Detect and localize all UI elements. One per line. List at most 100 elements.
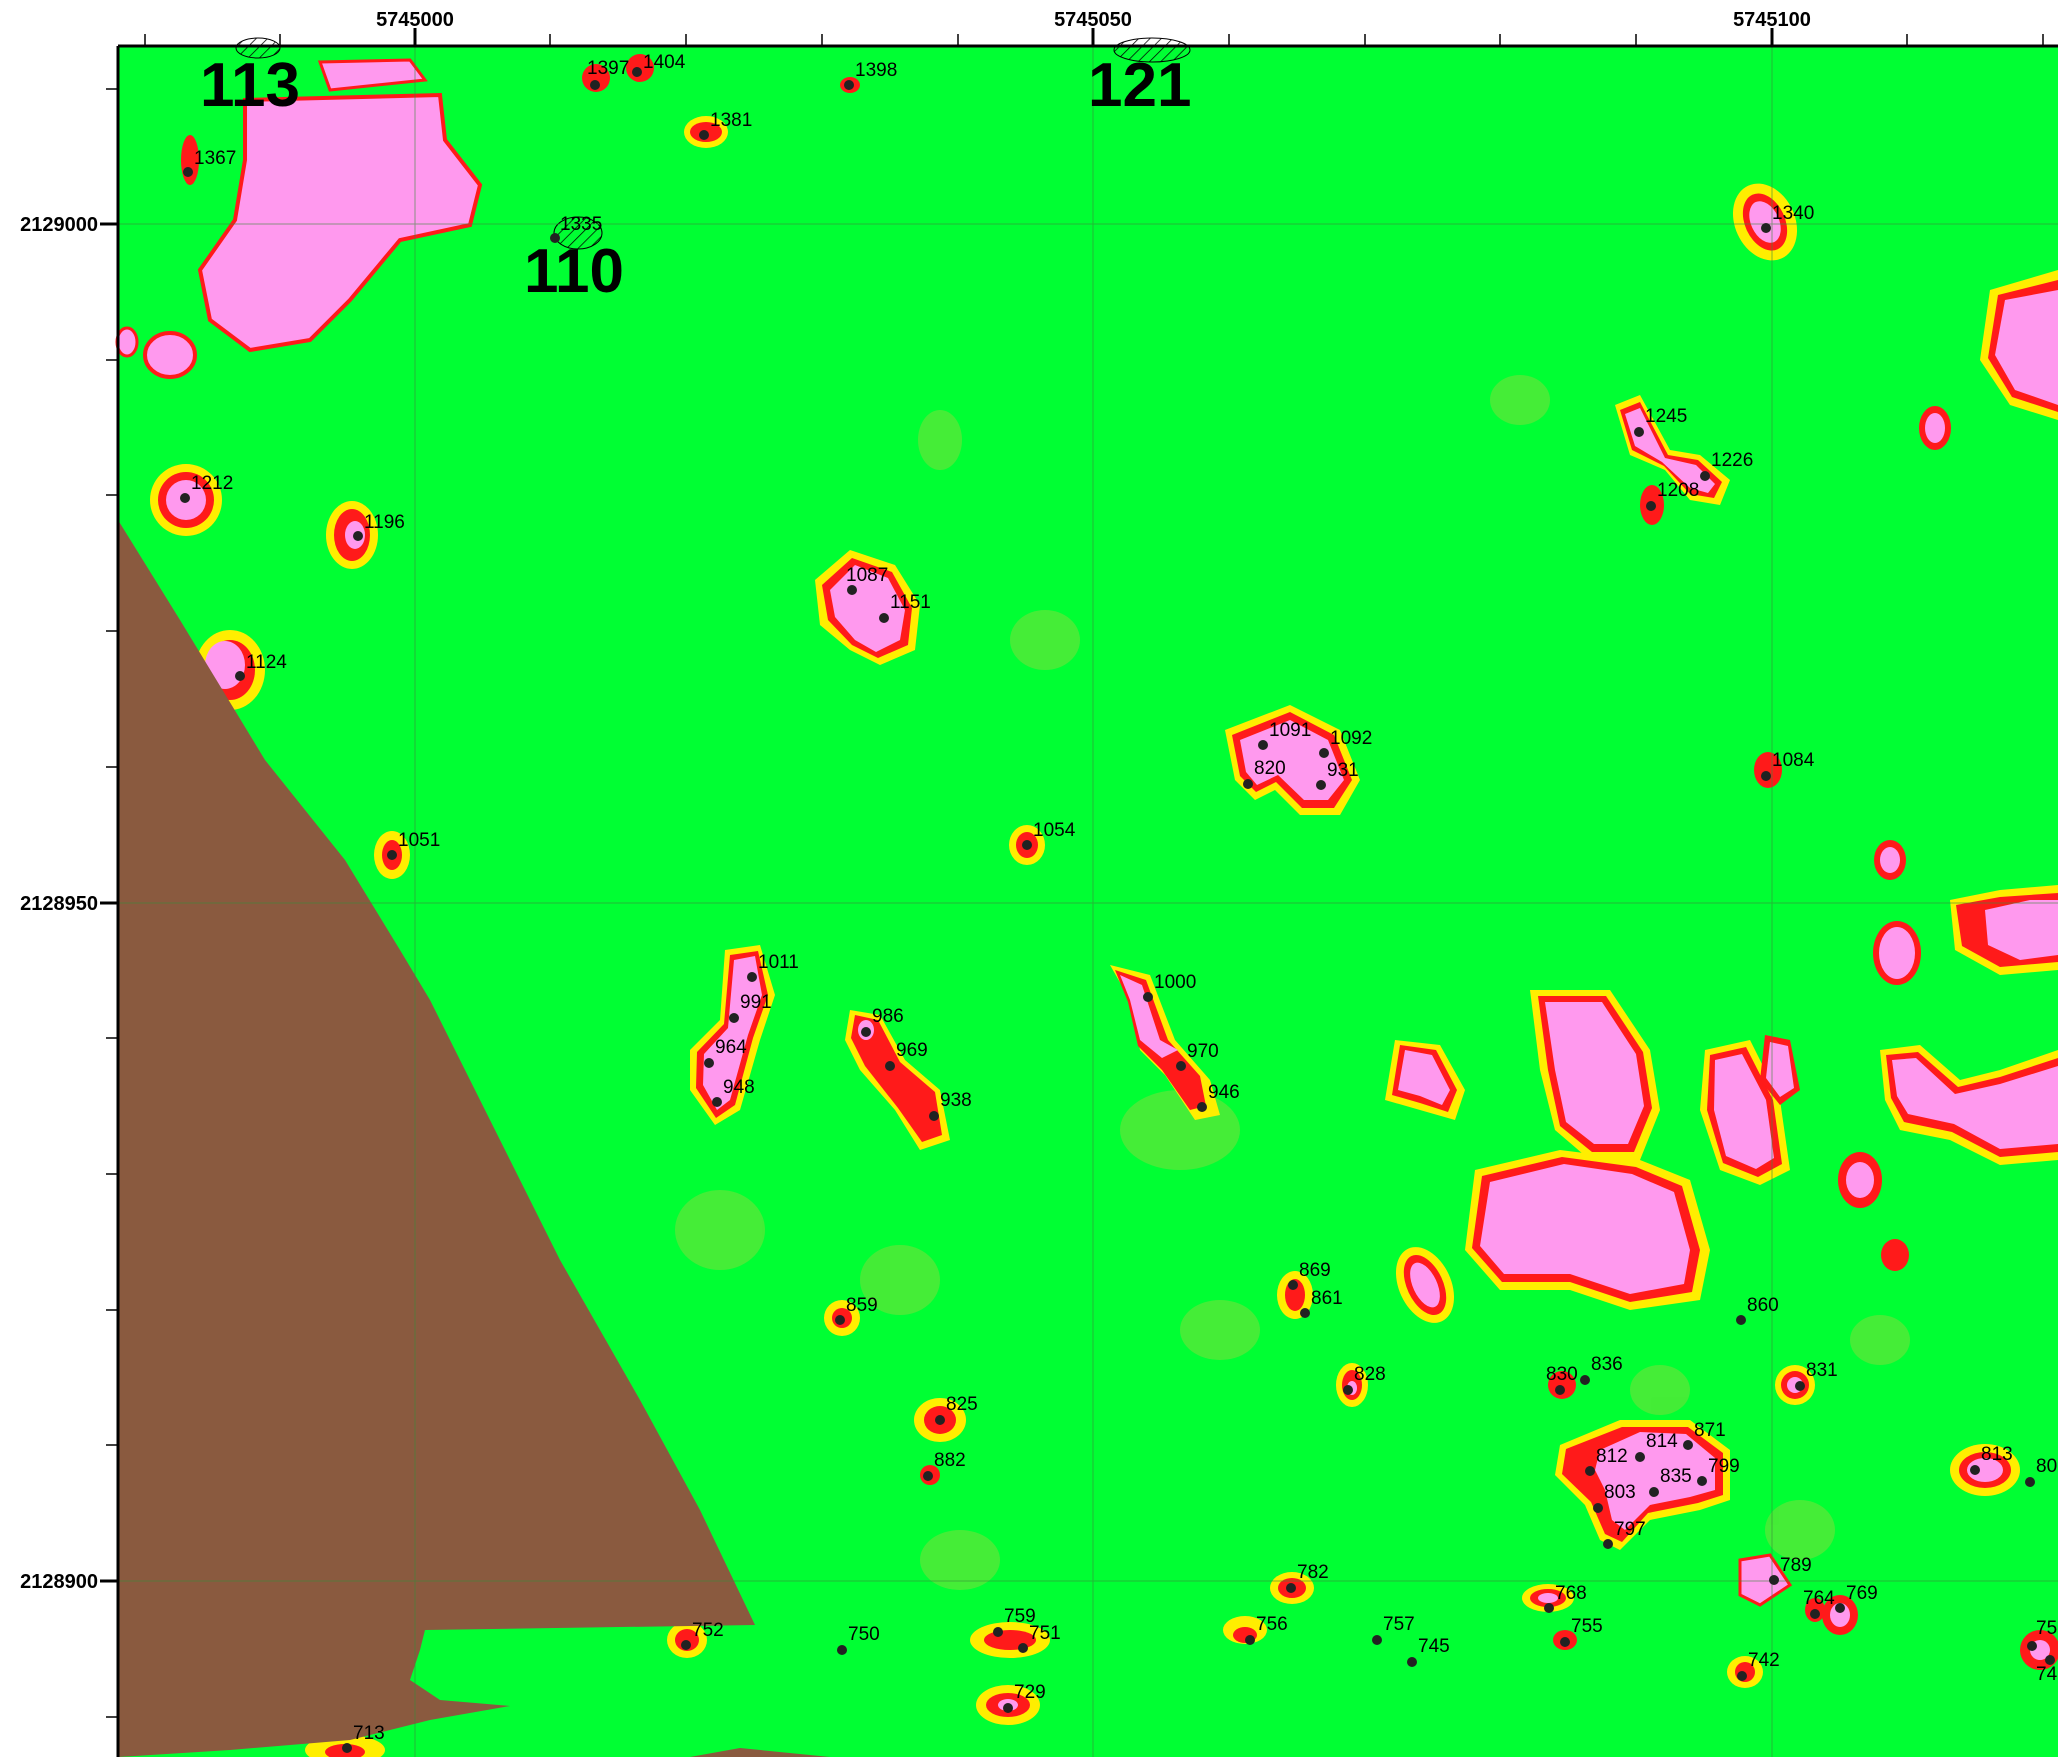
sample-point-label-1404: 1404 [643,52,686,73]
sample-point-label-986: 986 [872,1006,904,1027]
sample-point-713 [342,1743,352,1753]
sample-point-label-742: 742 [1748,1650,1780,1671]
sample-point-label-812: 812 [1596,1446,1628,1467]
y-tick-label: 2128950 [20,893,98,915]
sample-point-label-1087: 1087 [846,565,888,586]
sample-point-1367 [183,167,193,177]
sample-point-label-825: 825 [946,1394,978,1415]
sample-point-label-882: 882 [934,1450,966,1471]
sample-point-label-991: 991 [740,992,772,1013]
sample-point-label-836: 836 [1591,1354,1623,1375]
sample-point-label-1208: 1208 [1657,480,1699,501]
sample-point-1091 [1258,740,1268,750]
sample-point-label-74x: 74 [2036,1664,2058,1685]
y-tick-label: 2128900 [20,1571,98,1593]
sample-point-931 [1316,780,1326,790]
sample-point-label-1367: 1367 [194,148,236,169]
x-tick-label: 5745000 [376,9,454,31]
sample-point-750 [837,1645,847,1655]
sample-point-1092 [1319,748,1329,758]
sample-point-label-807: 80 [2036,1456,2057,1477]
sample-point-label-1245: 1245 [1645,406,1687,427]
sample-point-label-1000: 1000 [1154,972,1196,993]
sample-point-836 [1580,1375,1590,1385]
sample-point-label-869: 869 [1299,1260,1331,1281]
sample-point-861 [1300,1308,1310,1318]
sample-point-991 [729,1013,739,1023]
sample-point-label-871: 871 [1694,1420,1726,1441]
sample-point-label-1212: 1212 [191,473,233,494]
sample-point-1000 [1143,992,1153,1002]
sample-point-882 [923,1471,933,1481]
sample-point-1398 [844,80,854,90]
sample-point-label-1398: 1398 [855,60,897,81]
sample-point-label-946: 946 [1208,1082,1240,1103]
sample-point-1054 [1022,840,1032,850]
sample-point-label-797: 797 [1614,1519,1646,1540]
sample-point-830 [1555,1385,1565,1395]
sample-point-969 [885,1061,895,1071]
sample-point-1404 [632,67,642,77]
sample-point-835 [1649,1487,1659,1497]
sample-point-label-1151: 1151 [890,592,931,613]
sample-point-1335 [550,233,560,243]
sample-point-946 [1197,1102,1207,1112]
sample-point-745 [1407,1657,1417,1667]
sample-point-label-713: 713 [353,1723,385,1744]
sample-point-label-1381: 1381 [710,110,752,131]
sample-point-label-1091: 1091 [1269,720,1311,741]
sample-point-label-948: 948 [723,1077,755,1098]
x-tick-label: 5745100 [1733,9,1811,31]
x-tick-label: 5745050 [1054,9,1132,31]
sample-point-label-755: 755 [1571,1616,1603,1637]
sample-point-742 [1737,1671,1747,1681]
sample-point-1245 [1634,427,1644,437]
sample-point-label-1051: 1051 [398,830,440,851]
sample-point-869 [1288,1280,1298,1290]
zone-label-113: 113 [200,51,300,120]
sample-point-label-970: 970 [1187,1041,1219,1062]
sample-point-1196 [353,531,363,541]
sample-point-860 [1736,1315,1746,1325]
sample-point-828 [1343,1385,1353,1395]
sample-point-label-1092: 1092 [1330,728,1372,749]
sample-point-948 [712,1097,722,1107]
sample-point-label-1054: 1054 [1033,820,1076,841]
sample-point-label-861: 861 [1311,1288,1343,1309]
sample-point-label-1011: 1011 [758,952,799,973]
sample-point-831 [1795,1381,1805,1391]
sample-point-label-820: 820 [1254,758,1286,779]
sample-point-label-764: 764 [1803,1588,1835,1609]
sample-point-782 [1286,1583,1296,1593]
sample-point-label-964: 964 [715,1037,747,1058]
sample-point-1124 [235,671,245,681]
sample-point-label-782: 782 [1297,1562,1329,1583]
sample-point-803 [1593,1503,1603,1513]
sample-point-729 [1003,1703,1013,1713]
anomaly-blob [1879,927,1915,979]
sample-point-825 [935,1415,945,1425]
anomaly-blob [1846,1162,1874,1198]
sample-point-label-768: 768 [1555,1583,1587,1604]
sample-point-797 [1603,1539,1613,1549]
sample-point-label-831: 831 [1806,1360,1838,1381]
sample-point-814 [1635,1452,1645,1462]
sample-point-label-752: 752 [692,1620,724,1641]
sample-point-label-729: 729 [1014,1682,1046,1703]
sample-point-1011 [747,972,757,982]
sample-point-label-756: 756 [1256,1614,1288,1635]
sample-point-764 [1810,1609,1820,1619]
anomaly-blob [145,333,195,377]
sample-point-label-745: 745 [1418,1636,1450,1657]
sample-point-1397 [590,80,600,90]
sample-point-1381 [699,130,709,140]
sample-point-label-813: 813 [1981,1444,2013,1465]
sample-point-1087 [847,585,857,595]
sample-point-755 [1560,1637,1570,1647]
sample-point-871 [1683,1440,1693,1450]
sample-point-label-860: 860 [1747,1295,1779,1316]
anomaly-blob [1925,413,1945,443]
sample-point-label-769: 769 [1846,1583,1878,1604]
sample-point-label-799: 799 [1708,1456,1740,1477]
